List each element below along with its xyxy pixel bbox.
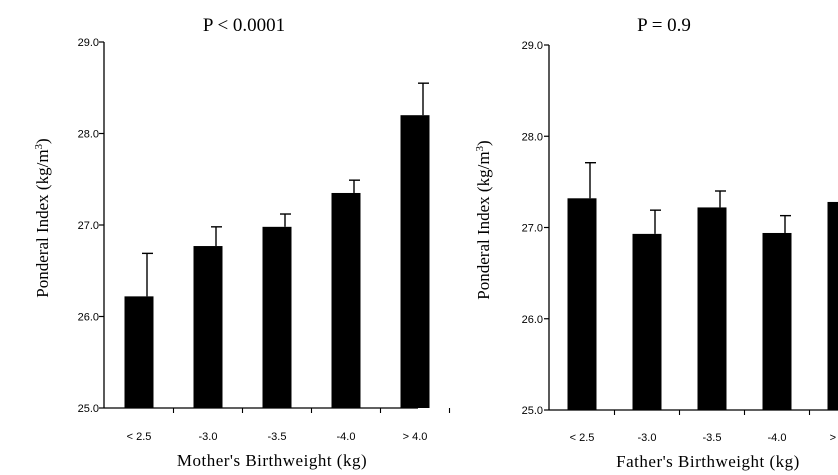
- x-tick-label: -3.0: [638, 432, 657, 444]
- bar: [567, 198, 597, 410]
- x-tick-label: -4.0: [768, 432, 787, 444]
- chart-title: P < 0.0001: [203, 15, 285, 36]
- bar: [632, 233, 662, 410]
- y-tick-label: 29.0: [78, 37, 99, 49]
- father-birthweight-chart: P = 0.9 Ponderal Index (kg/m3) Father's …: [474, 15, 838, 471]
- mother-birthweight-chart: P < 0.0001 Ponderal Index (kg/m3) Mother…: [33, 15, 451, 470]
- y-tick-label: 26.0: [78, 312, 99, 324]
- bar: [400, 115, 430, 408]
- y-tick-label: 28.0: [78, 129, 99, 141]
- bar: [124, 296, 154, 408]
- y-tick-label: 25.0: [522, 405, 543, 417]
- y-tick-label: 27.0: [522, 223, 543, 235]
- y-tick-label: 29.0: [522, 40, 543, 52]
- y-tick-label: 28.0: [522, 131, 543, 143]
- y-axis-title: Ponderal Index (kg/m3): [474, 140, 493, 299]
- y-tick-label: 27.0: [78, 220, 99, 232]
- x-tick-label: -3.0: [199, 431, 218, 443]
- x-tick-label: -3.5: [703, 432, 722, 444]
- plot-area: 25.0 26.0 27.0 28.0 29.0 < 2.5 -3.0 -3.5 -4.0 > 4…: [78, 37, 451, 443]
- chart-title: P = 0.9: [637, 15, 691, 36]
- y-tick-label: 25.0: [78, 403, 99, 415]
- x-tick-label: < 2.5: [127, 431, 152, 443]
- bar: [827, 201, 838, 410]
- bar: [193, 246, 223, 408]
- y-tick-label: 26.0: [522, 314, 543, 326]
- x-tick-label: -4.0: [337, 431, 356, 443]
- bar: [697, 207, 727, 410]
- plot-area: 25.0 26.0 27.0 28.0 29.0 < 2.5 -3.0 -3.5 -4.0 > 4…: [522, 40, 838, 444]
- y-axis-title: Ponderal Index (kg/m3): [33, 138, 52, 297]
- bar: [262, 226, 292, 408]
- x-tick-label: > 4.0: [830, 432, 838, 444]
- bar: [331, 192, 361, 408]
- bar: [762, 232, 792, 410]
- x-axis-title: Father's Birthweight (kg): [616, 452, 800, 471]
- x-axis-title: Mother's Birthweight (kg): [177, 451, 367, 470]
- x-tick-label: -3.5: [268, 431, 287, 443]
- x-tick-label: > 4.0: [403, 431, 428, 443]
- x-tick-label: < 2.5: [570, 432, 595, 444]
